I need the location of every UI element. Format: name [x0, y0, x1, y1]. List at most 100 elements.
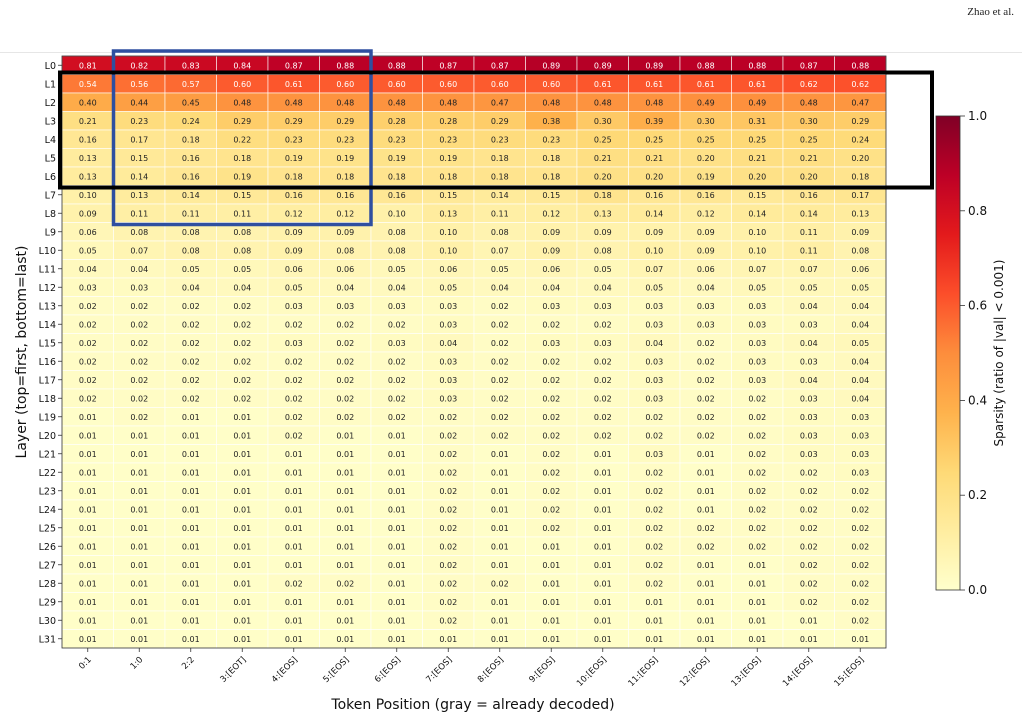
cell-value-label: 0.04: [594, 283, 612, 292]
cell-value-label: 0.47: [851, 98, 869, 107]
cell-value-label: 0.01: [697, 579, 715, 588]
cell-value-label: 0.02: [388, 320, 406, 329]
cell-value-label: 0.01: [130, 468, 148, 477]
cell-value-label: 0.03: [439, 302, 457, 311]
cell-value-label: 0.14: [748, 209, 766, 218]
cell-value-label: 0.01: [79, 450, 97, 459]
x-tick-label: 3:[EOT]: [219, 655, 249, 685]
cell-value-label: 0.01: [79, 542, 97, 551]
y-tick-label: L16: [39, 357, 56, 368]
cell-value-label: 0.16: [336, 191, 354, 200]
cell-value-label: 0.01: [233, 431, 251, 440]
cell-value-label: 0.09: [336, 228, 354, 237]
cell-value-label: 0.61: [594, 80, 612, 89]
cell-value-label: 0.03: [697, 320, 715, 329]
cell-value-label: 0.05: [285, 283, 303, 292]
cell-value-label: 0.02: [336, 320, 354, 329]
cell-value-label: 0.02: [491, 357, 509, 366]
cell-value-label: 0.02: [285, 376, 303, 385]
x-tick-label: 1:0: [129, 655, 146, 672]
cell-value-label: 0.48: [285, 98, 303, 107]
cell-value-label: 0.39: [645, 117, 663, 126]
y-tick-label: L30: [39, 616, 56, 627]
y-tick-label: L5: [45, 153, 56, 164]
colorbar: [935, 115, 961, 591]
cell-value-label: 0.21: [79, 117, 97, 126]
cell-value-label: 0.47: [491, 98, 509, 107]
cell-value-label: 0.02: [79, 339, 97, 348]
cell-value-label: 0.02: [285, 431, 303, 440]
y-tick-label: L19: [39, 412, 56, 423]
cell-value-label: 0.07: [800, 265, 818, 274]
cell-value-label: 0.02: [491, 431, 509, 440]
cell-value-label: 0.02: [851, 542, 869, 551]
cell-value-label: 0.04: [130, 265, 148, 274]
cell-value-label: 0.01: [233, 561, 251, 570]
cell-value-label: 0.16: [800, 191, 818, 200]
cell-value-label: 0.01: [336, 635, 354, 644]
cell-value-label: 0.01: [697, 505, 715, 514]
y-tick-label: L7: [45, 190, 56, 201]
cell-value-label: 0.49: [748, 98, 766, 107]
cell-value-label: 0.18: [336, 172, 354, 181]
x-tick-label: 11:[EOS]: [627, 655, 661, 689]
cell-value-label: 0.15: [748, 191, 766, 200]
cell-value-label: 0.23: [336, 135, 354, 144]
cell-value-label: 0.02: [748, 487, 766, 496]
cell-value-label: 0.20: [851, 154, 869, 163]
cell-value-label: 0.01: [697, 450, 715, 459]
cell-value-label: 0.18: [594, 191, 612, 200]
cell-value-label: 0.19: [336, 154, 354, 163]
cell-value-label: 0.02: [594, 320, 612, 329]
cell-value-label: 0.13: [79, 172, 97, 181]
cell-value-label: 0.01: [79, 431, 97, 440]
cell-value-label: 0.21: [645, 154, 663, 163]
cell-value-label: 0.04: [697, 283, 715, 292]
cell-value-label: 0.16: [285, 191, 303, 200]
cell-value-label: 0.54: [79, 80, 97, 89]
cell-value-label: 0.09: [285, 228, 303, 237]
cell-value-label: 0.04: [182, 283, 200, 292]
header-rule: [0, 52, 1022, 53]
cell-value-label: 0.01: [79, 561, 97, 570]
cell-value-label: 0.25: [645, 135, 663, 144]
highlight-box-layers: [58, 70, 934, 190]
cell-value-label: 0.48: [800, 98, 818, 107]
cell-value-label: 0.02: [336, 376, 354, 385]
y-tick-label: L13: [39, 301, 56, 312]
cell-value-label: 0.03: [285, 339, 303, 348]
cell-value-label: 0.04: [491, 283, 509, 292]
cell-value-label: 0.02: [439, 505, 457, 514]
cell-value-label: 0.03: [851, 431, 869, 440]
cell-value-label: 0.02: [79, 376, 97, 385]
x-axis-label: Token Position (gray = already decoded): [330, 697, 614, 713]
cell-value-label: 0.01: [79, 579, 97, 588]
cell-value-label: 0.03: [388, 302, 406, 311]
cell-value-label: 0.01: [388, 487, 406, 496]
y-tick-label: L17: [39, 375, 56, 386]
cell-value-label: 0.03: [697, 302, 715, 311]
cell-labels: 0.81 0.82 0.83 0.84 0.87 0.88 0.88 0.87 0.87 0.89…: [79, 61, 869, 644]
cell-value-label: 0.03: [130, 283, 148, 292]
cell-value-label: 0.57: [182, 80, 200, 89]
cell-value-label: 0.28: [439, 117, 457, 126]
y-tick-label: L22: [39, 468, 56, 479]
cell-value-label: 0.02: [542, 487, 560, 496]
cell-value-label: 0.01: [491, 524, 509, 533]
cell-value-label: 0.04: [851, 357, 869, 366]
cell-value-label: 0.18: [388, 172, 406, 181]
cell-value-label: 0.03: [748, 376, 766, 385]
cell-value-label: 0.01: [336, 542, 354, 551]
cell-value-label: 0.06: [79, 228, 97, 237]
cell-value-label: 0.02: [542, 524, 560, 533]
cell-value-label: 0.06: [851, 265, 869, 274]
cell-value-label: 0.03: [439, 376, 457, 385]
cell-value-label: 0.02: [439, 579, 457, 588]
cell-value-label: 0.04: [800, 376, 818, 385]
cell-value-label: 0.88: [388, 61, 406, 70]
cell-value-label: 0.48: [336, 98, 354, 107]
cell-value-label: 0.48: [233, 98, 251, 107]
cell-value-label: 0.24: [851, 135, 869, 144]
cell-value-label: 0.03: [645, 450, 663, 459]
cell-value-label: 0.05: [491, 265, 509, 274]
